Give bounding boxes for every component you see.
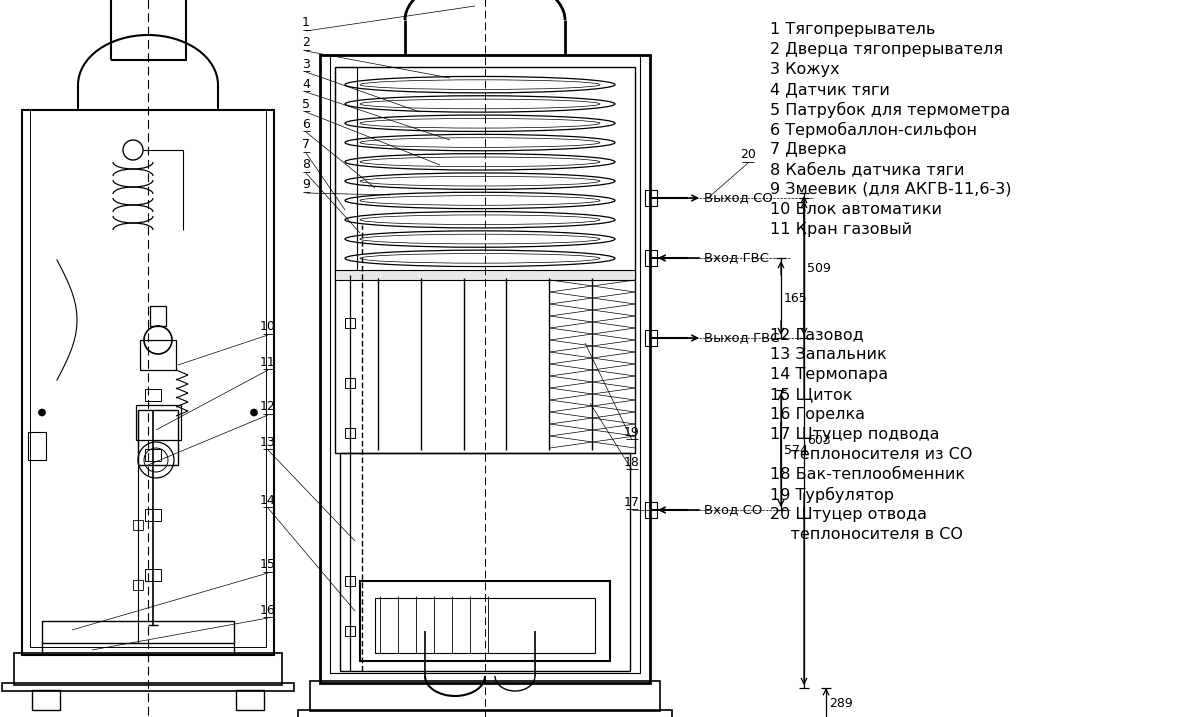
Text: 3 Кожух: 3 Кожух <box>770 62 839 77</box>
Text: Выход СО: Выход СО <box>704 191 773 204</box>
Bar <box>340 453 630 671</box>
Text: 20 Штуцер отвода: 20 Штуцер отвода <box>770 507 927 522</box>
Bar <box>14 653 282 685</box>
Text: 19: 19 <box>624 425 639 439</box>
Bar <box>310 681 659 711</box>
Text: 7 Дверка: 7 Дверка <box>770 142 847 157</box>
Text: 18 Бак-теплообменник: 18 Бак-теплообменник <box>770 467 965 482</box>
Bar <box>645 250 657 266</box>
Bar <box>345 626 355 636</box>
Text: 17 Штуцер подвода: 17 Штуцер подвода <box>770 427 939 442</box>
Text: 16: 16 <box>260 604 276 617</box>
Text: 12 Газовод: 12 Газовод <box>770 327 864 342</box>
Bar <box>133 580 143 590</box>
Bar <box>144 569 161 581</box>
Text: 9: 9 <box>302 179 310 191</box>
Bar <box>32 690 60 710</box>
Text: 17: 17 <box>624 495 639 508</box>
Text: 2 Дверца тягопрерывателя: 2 Дверца тягопрерывателя <box>770 42 1003 57</box>
Bar <box>335 275 635 453</box>
Text: 13 Запальник: 13 Запальник <box>770 347 887 362</box>
Text: 10 Блок автоматики: 10 Блок автоматики <box>770 202 942 217</box>
Text: 11: 11 <box>260 356 276 369</box>
Text: 15: 15 <box>260 559 276 571</box>
Text: Вход ГВС: Вход ГВС <box>704 252 768 265</box>
Text: теплоносителя из СО: теплоносителя из СО <box>770 447 972 462</box>
Text: 2: 2 <box>302 37 310 49</box>
Text: 603: 603 <box>807 434 831 447</box>
Bar <box>150 306 166 326</box>
Bar <box>22 110 274 655</box>
Text: 20: 20 <box>740 148 755 161</box>
Bar <box>345 378 355 388</box>
Text: 3: 3 <box>302 57 310 70</box>
Text: 6: 6 <box>302 118 310 130</box>
Bar <box>330 55 641 673</box>
Bar <box>140 340 176 370</box>
Text: 8 Кабель датчика тяги: 8 Кабель датчика тяги <box>770 162 965 177</box>
Bar <box>2 683 294 691</box>
Bar <box>28 432 46 460</box>
Bar <box>30 110 266 647</box>
Bar <box>133 520 143 530</box>
Bar <box>645 502 657 518</box>
Text: 10: 10 <box>260 320 276 333</box>
Bar <box>335 67 635 275</box>
Text: 12: 12 <box>260 401 276 414</box>
Bar <box>236 690 264 710</box>
Text: 13: 13 <box>260 435 276 449</box>
Bar <box>345 428 355 438</box>
Bar <box>360 581 610 661</box>
Bar <box>345 318 355 328</box>
Text: теплоносителя в СО: теплоносителя в СО <box>770 527 963 542</box>
Bar <box>345 576 355 586</box>
Bar <box>139 410 178 465</box>
Bar <box>41 621 234 643</box>
Text: 165: 165 <box>784 292 807 305</box>
Text: 6 Термобаллон-сильфон: 6 Термобаллон-сильфон <box>770 122 977 138</box>
Bar <box>298 710 673 717</box>
Text: 5: 5 <box>302 98 310 110</box>
Text: 7: 7 <box>302 138 310 151</box>
Text: 16 Горелка: 16 Горелка <box>770 407 866 422</box>
Text: 1 Тягопрерыватель: 1 Тягопрерыватель <box>770 22 935 37</box>
Text: 9 Змеевик (для АКГВ-11,6-3): 9 Змеевик (для АКГВ-11,6-3) <box>770 182 1011 197</box>
Text: Вход СО: Вход СО <box>704 503 762 516</box>
Bar <box>136 405 181 440</box>
Text: 1: 1 <box>302 16 310 29</box>
Bar <box>375 598 596 653</box>
Bar <box>335 67 358 275</box>
Bar <box>144 449 161 461</box>
Text: Выход ГВС: Выход ГВС <box>704 331 779 344</box>
Bar <box>645 330 657 346</box>
Bar <box>144 509 161 521</box>
Text: 15 Щиток: 15 Щиток <box>770 387 852 402</box>
Text: 5 Патрубок для термометра: 5 Патрубок для термометра <box>770 102 1010 118</box>
Bar <box>320 55 650 683</box>
Text: 289: 289 <box>829 697 852 710</box>
Text: 8: 8 <box>302 158 310 171</box>
Text: 14: 14 <box>260 493 276 506</box>
Bar <box>645 190 657 206</box>
Text: 509: 509 <box>807 262 831 275</box>
Text: 4 Датчик тяги: 4 Датчик тяги <box>770 82 890 97</box>
Bar <box>110 0 186 60</box>
Text: 574: 574 <box>784 444 807 457</box>
Text: 14 Термопара: 14 Термопара <box>770 367 888 382</box>
Bar <box>335 270 635 280</box>
Circle shape <box>251 409 257 416</box>
Text: 18: 18 <box>624 455 639 468</box>
Text: 4: 4 <box>302 77 310 90</box>
Text: 11 Кран газовый: 11 Кран газовый <box>770 222 912 237</box>
Bar <box>144 389 161 401</box>
Circle shape <box>39 409 45 416</box>
Text: 19 Турбулятор: 19 Турбулятор <box>770 487 894 503</box>
